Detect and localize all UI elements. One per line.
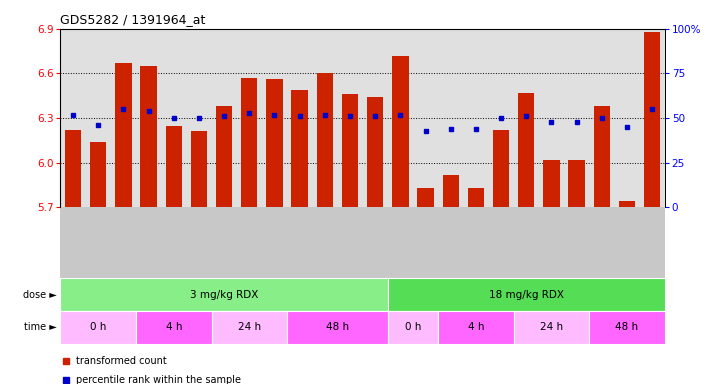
Text: time ►: time ►: [24, 322, 57, 333]
Bar: [316, 73, 333, 207]
Bar: [468, 188, 484, 207]
Text: 0 h: 0 h: [90, 322, 107, 333]
Bar: [287, 311, 387, 344]
Bar: [493, 130, 509, 207]
Text: 0 h: 0 h: [405, 322, 421, 333]
Bar: [212, 311, 287, 344]
Bar: [140, 66, 156, 207]
Text: transformed count: transformed count: [75, 356, 166, 366]
Bar: [65, 130, 81, 207]
Bar: [241, 78, 257, 207]
Bar: [342, 94, 358, 207]
Bar: [589, 311, 665, 344]
Text: percentile rank within the sample: percentile rank within the sample: [75, 375, 240, 384]
Bar: [136, 311, 212, 344]
Bar: [267, 79, 283, 207]
Text: 4 h: 4 h: [166, 322, 182, 333]
Bar: [60, 278, 387, 311]
Bar: [216, 106, 232, 207]
Bar: [514, 311, 589, 344]
Bar: [387, 311, 438, 344]
Text: 48 h: 48 h: [616, 322, 638, 333]
Text: 48 h: 48 h: [326, 322, 349, 333]
Bar: [166, 126, 182, 207]
Bar: [442, 175, 459, 207]
Bar: [438, 311, 514, 344]
Bar: [90, 142, 107, 207]
Bar: [191, 131, 207, 207]
Bar: [292, 90, 308, 207]
Bar: [619, 202, 635, 207]
Bar: [644, 32, 661, 207]
Text: 24 h: 24 h: [540, 322, 563, 333]
Bar: [543, 160, 560, 207]
Bar: [594, 106, 610, 207]
Bar: [569, 160, 585, 207]
Text: dose ►: dose ►: [23, 290, 57, 300]
Bar: [392, 56, 409, 207]
Bar: [387, 278, 665, 311]
Text: 4 h: 4 h: [468, 322, 484, 333]
Bar: [367, 97, 383, 207]
Bar: [518, 93, 535, 207]
Text: 3 mg/kg RDX: 3 mg/kg RDX: [190, 290, 258, 300]
Text: 18 mg/kg RDX: 18 mg/kg RDX: [488, 290, 564, 300]
Text: 24 h: 24 h: [237, 322, 261, 333]
Bar: [115, 63, 132, 207]
Text: GDS5282 / 1391964_at: GDS5282 / 1391964_at: [60, 13, 205, 26]
Bar: [417, 188, 434, 207]
Bar: [60, 311, 136, 344]
